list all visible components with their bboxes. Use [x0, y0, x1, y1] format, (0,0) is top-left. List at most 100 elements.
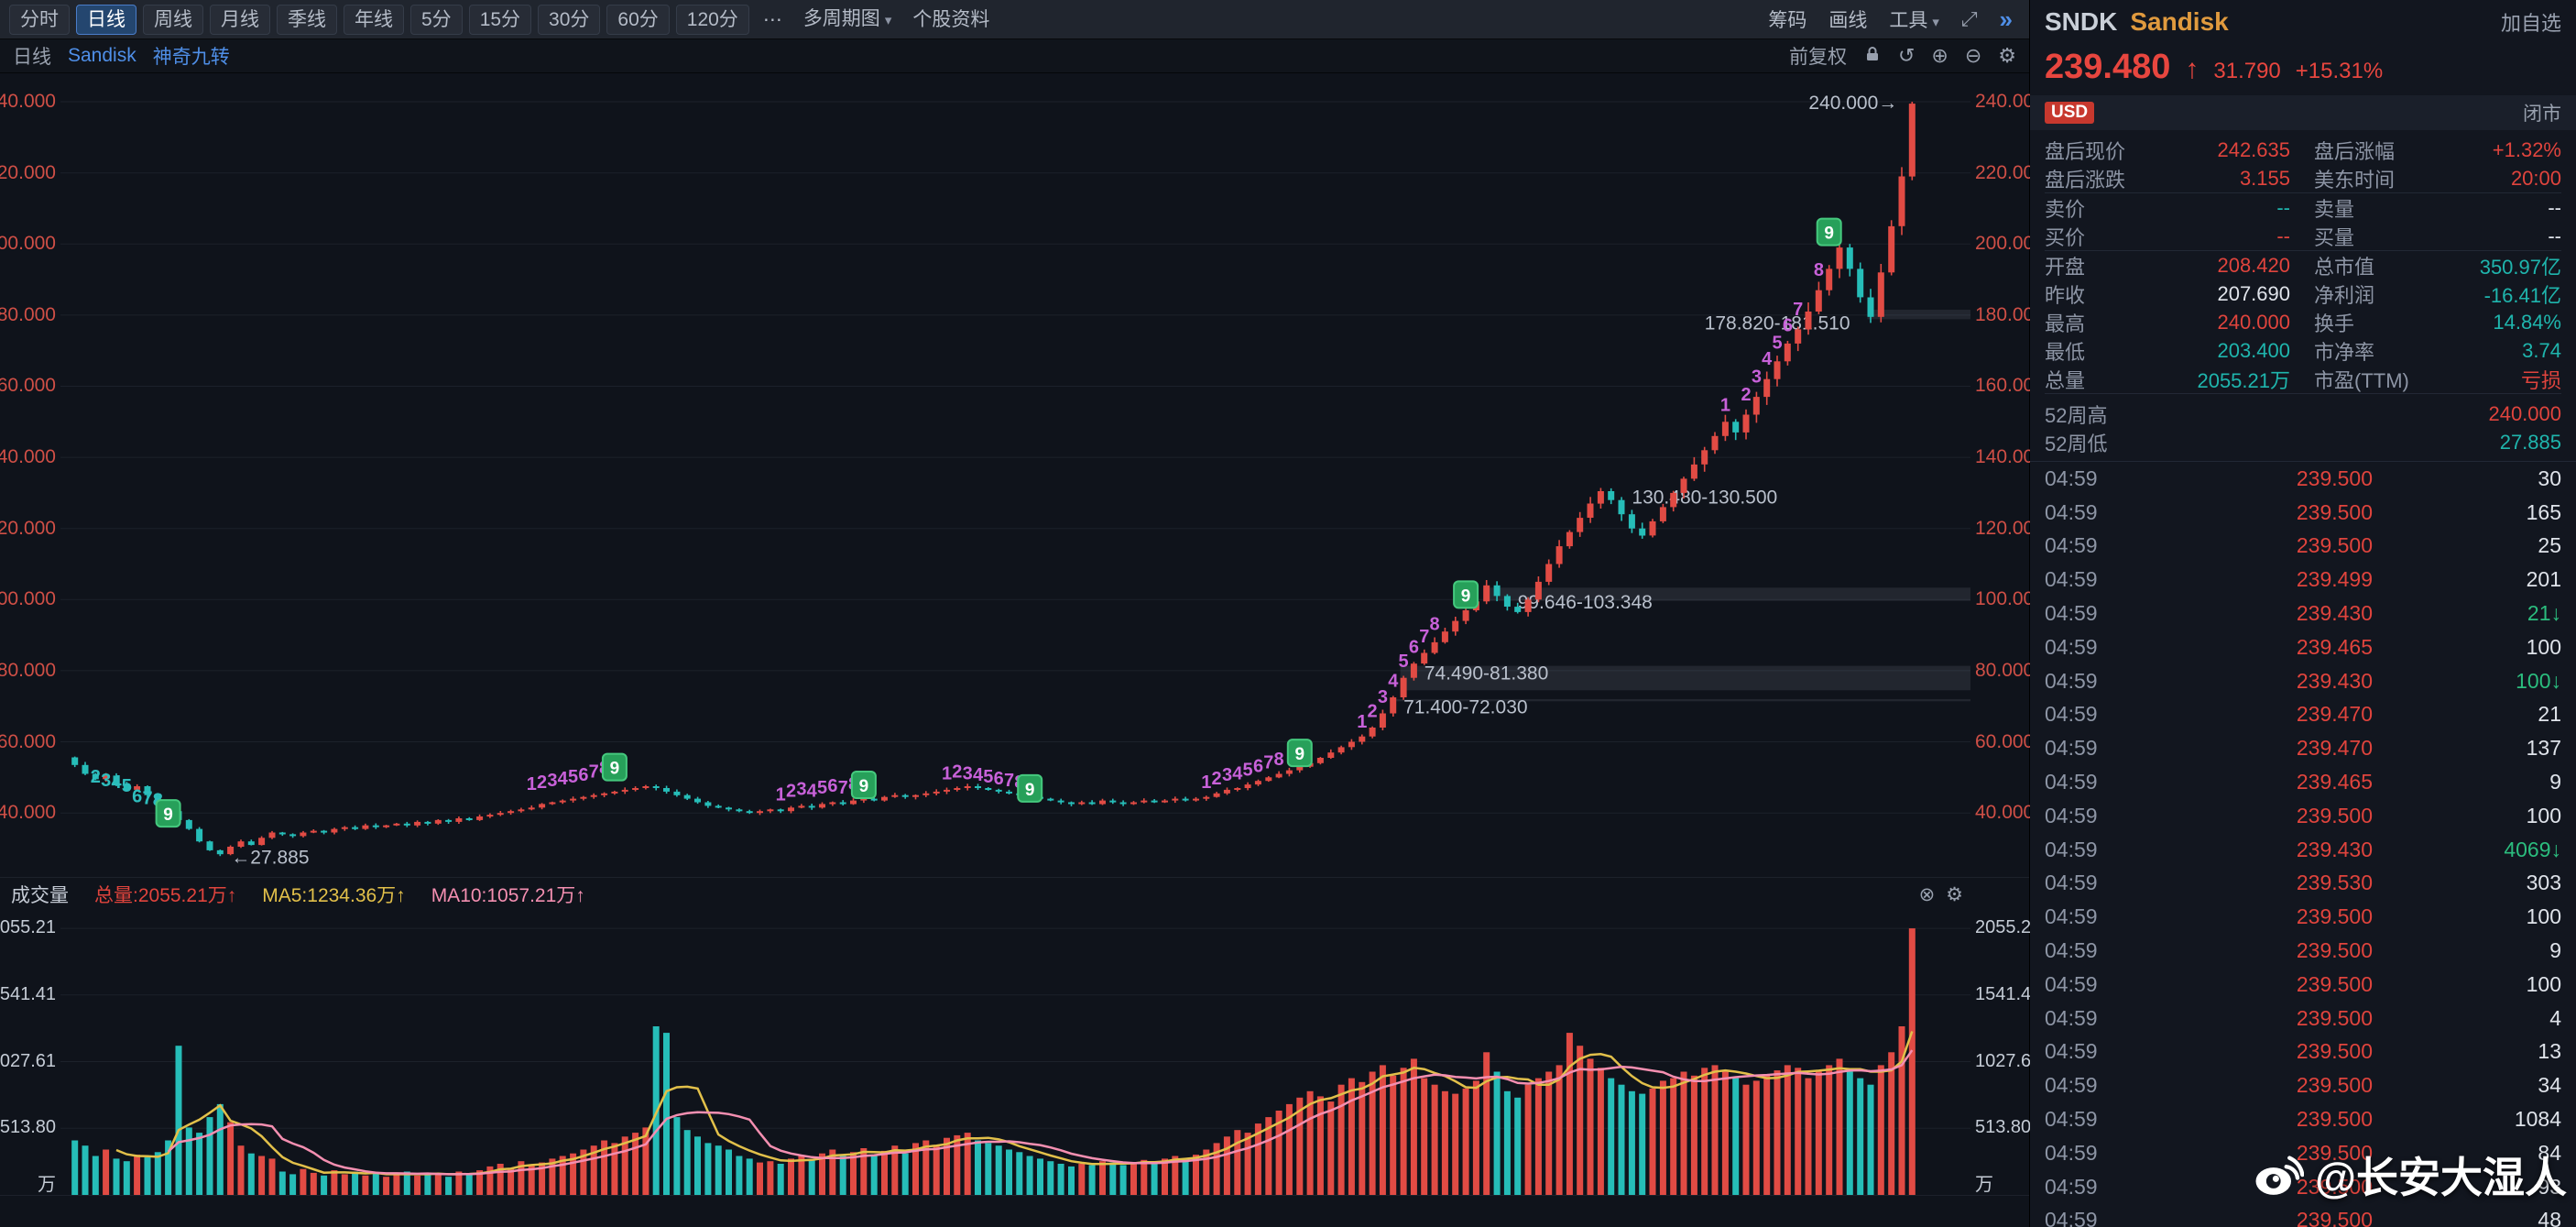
svg-text:2: 2: [952, 761, 962, 782]
quote-stat-row: 买价 -- 买量 --: [2045, 222, 2561, 251]
chips-button[interactable]: 筹码: [1768, 10, 1807, 31]
volume-axis-left: 2055.21 1541.41 1027.61 513.80 万: [0, 911, 60, 1195]
tick-time: 04:59: [2045, 567, 2098, 592]
tab-period-10[interactable]: 120分: [675, 4, 749, 35]
svg-text:240.000→: 240.000→: [1808, 93, 1897, 114]
axis-label: 160.000: [1975, 375, 2045, 397]
axis-label: 40.000: [0, 802, 56, 824]
stat-label: 市净率: [2314, 341, 2375, 364]
svg-text:6: 6: [1783, 315, 1793, 335]
tick-row: 04:59 239.500 84: [2030, 1136, 2576, 1170]
stat-label: 卖量: [2314, 198, 2355, 221]
svg-text:7: 7: [838, 778, 848, 798]
tick-row: 04:59 239.465 100: [2030, 630, 2576, 664]
range-value: 27.885: [2499, 430, 2561, 454]
axis-label: 60.000: [1975, 730, 2035, 752]
svg-text:74.490-81.380: 74.490-81.380: [1424, 663, 1548, 685]
chart-stock-link[interactable]: Sandisk: [68, 45, 136, 66]
candlestick-plot[interactable]: 71.400-72.030 74.490-81.380 99.646-103.348…: [60, 73, 1970, 877]
tick-volume: 21↓: [2527, 601, 2561, 626]
svg-text:5: 5: [568, 767, 578, 787]
undo-icon[interactable]: ↺: [1897, 44, 1916, 67]
stat-value: 350.97亿: [2479, 256, 2561, 279]
svg-text:4: 4: [1388, 671, 1399, 691]
tick-row: 04:59 239.470 137: [2030, 731, 2576, 765]
volume-header: 成交量 总量:2055.21万↑ MA5:1234.36万↑ MA10:1057…: [0, 877, 2029, 911]
axis-label: 80.000: [0, 659, 56, 681]
candlestick-chart[interactable]: 240.000220.000200.000180.000160.000140.0…: [0, 73, 2045, 877]
tick-price: 239.500: [2296, 971, 2373, 996]
tab-period-3[interactable]: 月线: [210, 4, 270, 35]
multi-period-label: 多周期图: [802, 7, 880, 29]
tick-row: 04:59 239.530 303: [2030, 867, 2576, 901]
range-label: 52周高: [2045, 403, 2108, 427]
tab-period-0[interactable]: 分时: [9, 4, 70, 35]
tick-time: 04:59: [2045, 837, 2098, 861]
svg-text:1: 1: [942, 763, 952, 783]
tick-price: 239.500: [2296, 1140, 2373, 1165]
svg-text:7: 7: [589, 761, 599, 782]
adjust-mode-button[interactable]: 前复权: [1788, 47, 1847, 68]
tick-row: 04:59 239.500 100: [2030, 900, 2576, 934]
zoom-out-icon[interactable]: ⊖: [1964, 44, 1982, 67]
tab-period-5[interactable]: 年线: [344, 4, 404, 35]
axis-label: 140.000: [0, 446, 56, 468]
stat-value: -16.41亿: [2483, 284, 2561, 307]
tab-period-4[interactable]: 季线: [277, 4, 337, 35]
volume-close-icon[interactable]: ⊗: [1918, 883, 1936, 905]
axis-label: 220.000: [1975, 161, 2045, 183]
tick-time: 04:59: [2045, 1140, 2098, 1165]
collapse-panel-icon[interactable]: »: [1999, 5, 2013, 33]
tick-volume: 34: [2538, 1073, 2561, 1098]
svg-text:1: 1: [1201, 772, 1211, 793]
stock-info-tab[interactable]: 个股资料: [912, 8, 990, 30]
chart-settings-icon[interactable]: ⚙: [1998, 44, 2016, 67]
svg-text:7: 7: [142, 788, 152, 808]
stat-label: 换手: [2314, 312, 2355, 335]
tab-period-1[interactable]: 日线: [76, 4, 136, 35]
axis-label: 1541.41: [1975, 983, 2042, 1004]
axis-label: 40.000: [1975, 802, 2035, 824]
zoom-in-icon[interactable]: ⊕: [1931, 44, 1948, 67]
fullscreen-icon[interactable]: ⤢: [1960, 7, 1978, 30]
tick-time: 04:59: [2045, 736, 2098, 761]
period-toolbar: 分时 日线 周线 月线 季线 年线 5分 15分 30分 60分 120分 ⋯ 多周期图 ▾ 个股资料…: [0, 0, 2029, 39]
tick-row: 04:59 239.500 93: [2030, 1170, 2576, 1204]
tab-period-2[interactable]: 周线: [143, 4, 203, 35]
svg-text:9: 9: [610, 760, 620, 779]
more-periods-button[interactable]: ⋯: [762, 8, 782, 30]
volume-settings-icon[interactable]: ⚙: [1946, 883, 1963, 905]
tab-period-6[interactable]: 5分: [410, 4, 463, 35]
stat-label: 卖价: [2045, 198, 2086, 221]
svg-text:9: 9: [1824, 225, 1834, 244]
tick-volume: 100: [2526, 803, 2561, 827]
tick-volume: 30: [2538, 466, 2561, 490]
market-status-row: USD 闭市: [2030, 95, 2576, 130]
tools-button[interactable]: 工具 ▾: [1889, 5, 1939, 33]
time-sales-list[interactable]: 04:59 239.500 30 04:59 239.500 165 04:59 239.50…: [2030, 461, 2576, 1227]
lock-icon[interactable]: [1863, 45, 1882, 67]
tick-volume: 9: [2549, 938, 2561, 963]
volume-plot[interactable]: [60, 911, 1970, 1195]
tab-period-7[interactable]: 15分: [468, 4, 532, 35]
stat-label: 盘后涨幅: [2314, 140, 2396, 163]
tab-period-9[interactable]: 60分: [606, 4, 670, 35]
range-value: 240.000: [2488, 401, 2561, 425]
svg-text:7: 7: [1263, 753, 1273, 773]
tick-volume: 13: [2538, 1039, 2561, 1064]
svg-text:2: 2: [1741, 385, 1751, 405]
draw-button[interactable]: 画线: [1828, 10, 1868, 31]
axis-unit-label: 万: [38, 1175, 56, 1195]
volume-chart[interactable]: 2055.21 1541.41 1027.61 513.80 万 2055.21 1541…: [0, 911, 2041, 1195]
svg-text:6: 6: [1253, 757, 1263, 777]
axis-label: 1027.61: [1975, 1050, 2042, 1071]
add-watchlist-button[interactable]: 加自选: [2500, 12, 2561, 35]
tick-volume: 165: [2526, 499, 2561, 524]
axis-label: 120.000: [1975, 517, 2045, 539]
indicator-link[interactable]: 神奇九转: [152, 47, 230, 68]
tick-price: 239.500: [2296, 1073, 2373, 1098]
tab-period-8[interactable]: 30分: [538, 4, 601, 35]
tick-price: 239.500: [2296, 1107, 2373, 1132]
multi-period-button[interactable]: 多周期图 ▾: [796, 4, 900, 36]
axis-label: 180.000: [1975, 303, 2045, 325]
